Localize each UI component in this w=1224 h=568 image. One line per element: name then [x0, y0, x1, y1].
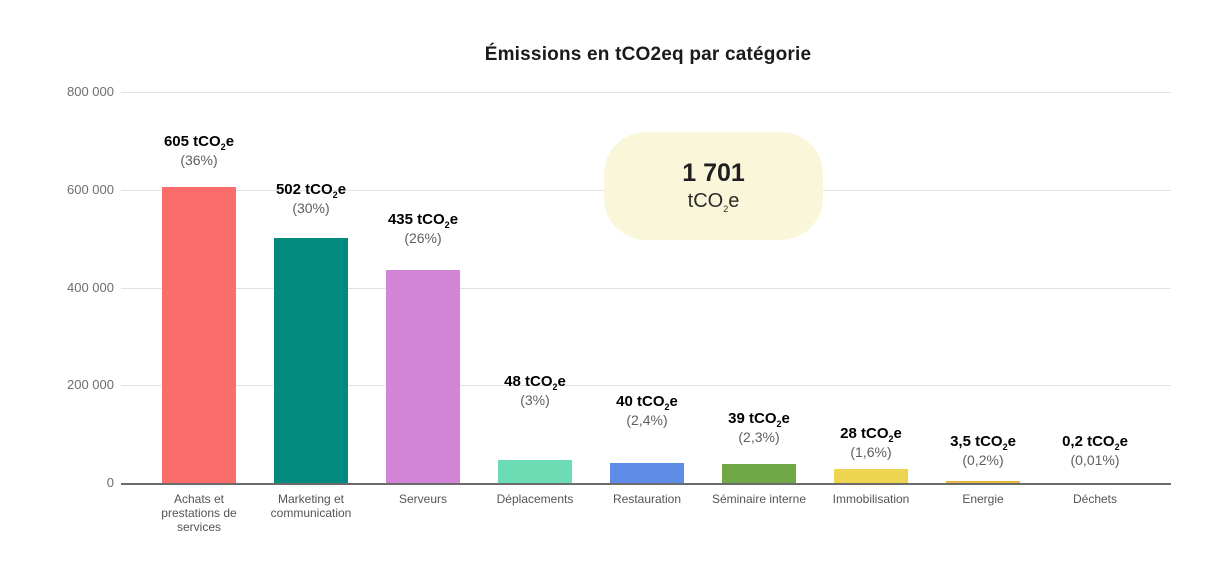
category-label: Immobilisation — [832, 492, 910, 506]
bar-label: 502 tCO2e (30%) — [226, 180, 396, 218]
bar — [274, 238, 348, 483]
bar-value-label: 39 tCO2e — [728, 410, 790, 429]
bar-label: 48 tCO2e (3%) — [450, 372, 620, 410]
bar-percent-label: (1,6%) — [850, 444, 892, 460]
bar-label: 39 tCO2e (2,3%) — [674, 409, 844, 447]
bars-row: 605 tCO2e (36%) 502 tCO2e (30%) 435 tCO2e (26… — [121, 92, 1171, 483]
y-axis-tick-labels: 800 000 600 000 400 000 200 000 0 — [28, 84, 114, 490]
category-label: Energie — [962, 492, 1004, 506]
category-label: Séminaire interne — [711, 492, 807, 506]
bar-value-label: 48 tCO2e — [504, 373, 566, 392]
category-label: Marketing et communication — [270, 492, 352, 520]
y-tick-label: 0 — [106, 475, 114, 490]
total-annotation-box: 1 701 tCO2e — [604, 132, 823, 240]
bar-slot: 435 tCO2e (26%) — [367, 92, 479, 483]
y-tick-label: 400 000 — [67, 279, 114, 295]
total-value: 1 701 — [682, 159, 745, 187]
bar-label: 0,2 tCO2e (0,01%) — [1010, 432, 1180, 470]
bar-label: 3,5 tCO2e (0,2%) — [898, 432, 1068, 470]
bar-slot: 48 tCO2e (3%) — [479, 92, 591, 483]
gridline — [121, 92, 1171, 93]
gridline — [121, 385, 1171, 387]
bar-percent-label: (30%) — [292, 200, 330, 216]
bar-value-label: 0,2 tCO2e — [1062, 433, 1128, 452]
bar-value-label: 605 tCO2e — [163, 133, 235, 152]
category-label: Restauration — [612, 492, 682, 506]
gridline — [121, 287, 1171, 289]
bar-slot: 28 tCO2e (1,6%) — [815, 92, 927, 483]
bar-slot: 0,2 tCO2e (0,01%) — [1039, 92, 1151, 483]
bar-percent-label: (36%) — [180, 152, 218, 168]
bar-label: 435 tCO2e (26%) — [338, 210, 508, 248]
bar-slot: 3,5 tCO2e (0,2%) — [927, 92, 1039, 483]
bar-slot: 40 tCO2e (2,4%) — [591, 92, 703, 483]
total-unit: tCO2e — [687, 190, 740, 214]
bar-value-label: 3,5 tCO2e — [950, 433, 1016, 452]
bar — [946, 481, 1020, 483]
bar-percent-label: (0,2%) — [962, 452, 1004, 468]
bar-label: 28 tCO2e (1,6%) — [786, 424, 956, 462]
y-tick-label: 200 000 — [67, 377, 114, 393]
bar — [722, 464, 796, 483]
bar-percent-label: (3%) — [520, 392, 550, 408]
bar-percent-label: (0,01%) — [1070, 452, 1120, 468]
category-label: Achats et prestations de services — [161, 492, 237, 534]
plot-area: 605 tCO2e (36%) 502 tCO2e (30%) 435 tCO2e (26… — [121, 92, 1171, 485]
bar-slot: 39 tCO2e (2,3%) — [703, 92, 815, 483]
bar-label: 40 tCO2e (2,4%) — [562, 392, 732, 430]
bar-slot: 502 tCO2e (30%) — [255, 92, 367, 483]
bar — [834, 469, 908, 483]
x-axis-line — [121, 483, 1171, 485]
chart-title: Émissions en tCO2eq par catégorie — [484, 44, 812, 65]
bar — [386, 270, 460, 483]
category-label: Déchets — [1072, 492, 1118, 506]
bar — [162, 187, 236, 483]
bar-value-label: 28 tCO2e — [840, 425, 902, 444]
x-axis-category-labels: Achats et prestations de services Marketing… — [121, 492, 1171, 552]
bar-percent-label: (2,3%) — [738, 429, 780, 445]
bar-value-label: 502 tCO2e — [275, 181, 347, 200]
y-tick-label: 800 000 — [67, 84, 114, 99]
bar-value-label: 435 tCO2e — [387, 211, 459, 230]
bar — [498, 460, 572, 483]
y-tick-label: 600 000 — [67, 181, 114, 197]
category-label: Déplacements — [496, 492, 574, 506]
category-label: Serveurs — [398, 492, 448, 506]
bar — [610, 463, 684, 483]
bar-slot: 605 tCO2e (36%) — [143, 92, 255, 483]
bar-percent-label: (26%) — [404, 230, 442, 246]
bar-label: 605 tCO2e (36%) — [114, 132, 284, 170]
bar-value-label: 40 tCO2e — [616, 393, 678, 412]
bar-percent-label: (2,4%) — [626, 412, 668, 428]
